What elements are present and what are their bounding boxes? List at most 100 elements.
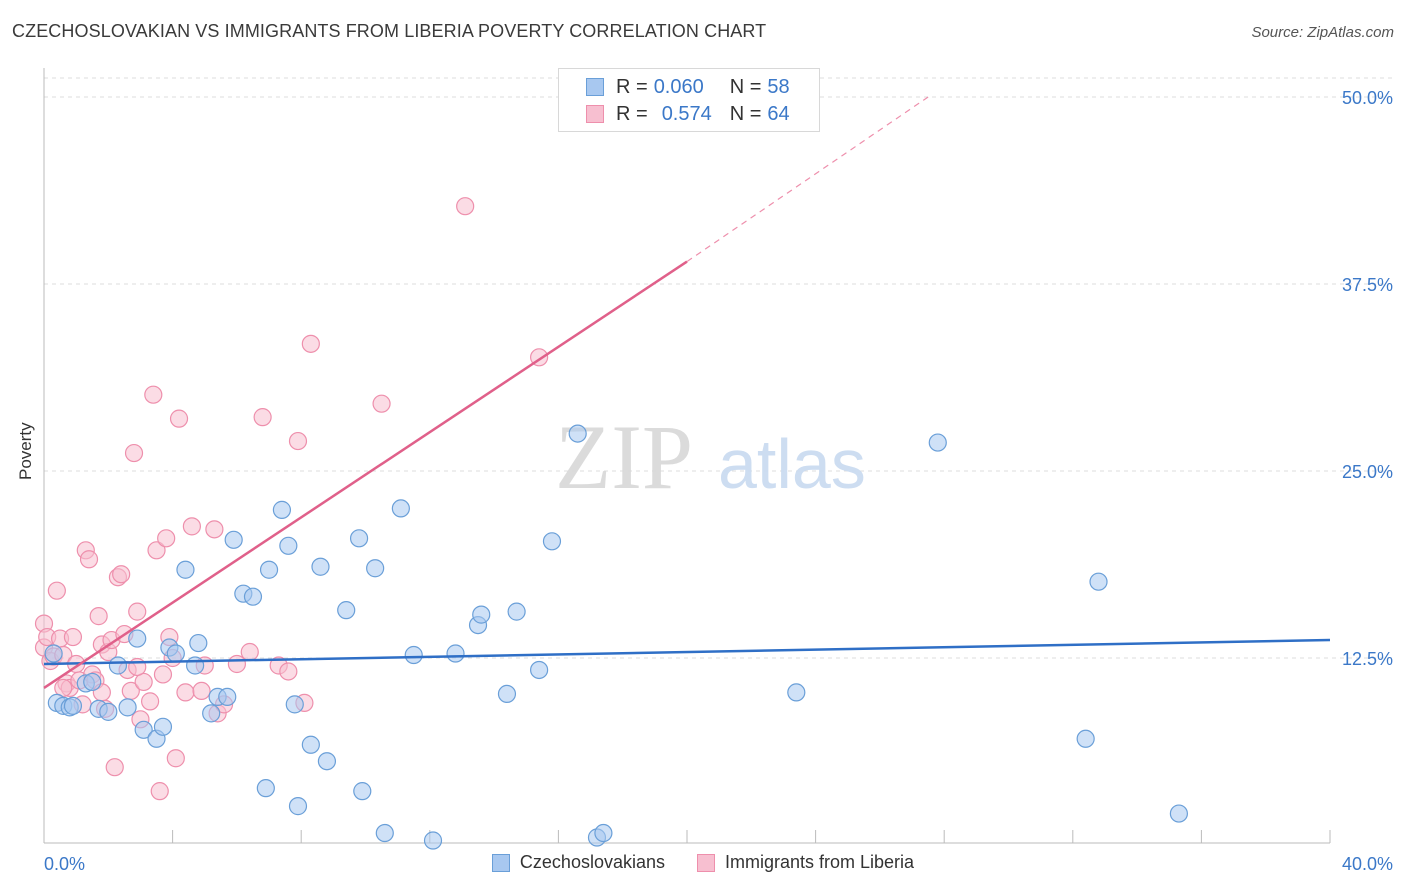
watermark-zip: ZIP xyxy=(555,406,693,508)
series-immigrants-from-liberia xyxy=(34,197,549,801)
data-point xyxy=(176,683,195,702)
data-point xyxy=(189,633,208,653)
data-point xyxy=(507,602,526,621)
data-point xyxy=(166,644,185,663)
data-point xyxy=(153,717,173,736)
data-point xyxy=(311,557,330,576)
data-point xyxy=(1169,804,1188,823)
data-point xyxy=(144,385,163,404)
data-point xyxy=(272,500,292,519)
r-label: R = xyxy=(616,102,648,125)
pink-swatch xyxy=(697,853,715,872)
data-point xyxy=(224,530,243,549)
legend-label: Immigrants from Liberia xyxy=(725,852,915,872)
data-point xyxy=(1089,572,1108,591)
y-tick-label: 12.5% xyxy=(1342,649,1393,669)
data-point xyxy=(594,823,613,843)
data-point xyxy=(530,660,549,680)
series-legend: Czechoslovakians Immigrants from Liberia xyxy=(0,852,1406,873)
data-point xyxy=(99,702,118,721)
r-value: 0.574 xyxy=(661,102,712,125)
data-point xyxy=(243,587,263,606)
data-point xyxy=(372,394,391,413)
data-point xyxy=(259,560,279,579)
data-point xyxy=(787,683,806,702)
data-point xyxy=(157,529,176,548)
r-value: 0.060 xyxy=(653,75,704,98)
data-point xyxy=(54,678,73,698)
blue-swatch xyxy=(491,853,510,872)
data-point xyxy=(285,695,304,714)
data-point xyxy=(497,684,517,704)
source-label: Source: ZipAtlas.com xyxy=(1251,24,1394,41)
data-point xyxy=(288,797,308,816)
data-point xyxy=(182,517,201,536)
r-label: R = xyxy=(616,75,648,98)
watermark: ZIP atlas xyxy=(555,406,866,508)
legend-item-liberia: Immigrants from Liberia xyxy=(697,852,914,873)
data-point xyxy=(169,409,189,428)
legend-row-liberia: R = 0.574 N = 64 xyxy=(559,100,790,128)
data-point xyxy=(279,662,298,681)
data-point xyxy=(1076,729,1095,748)
data-point xyxy=(218,687,237,706)
data-point xyxy=(928,433,947,452)
data-point xyxy=(47,581,66,600)
data-point xyxy=(353,782,372,801)
chart-title: CZECHOSLOVAKIAN VS IMMIGRANTS FROM LIBER… xyxy=(12,21,767,41)
data-point xyxy=(134,720,153,739)
data-point xyxy=(301,735,320,754)
y-tick-label: 37.5% xyxy=(1342,275,1393,295)
data-point xyxy=(366,559,385,578)
data-point xyxy=(108,656,128,675)
data-point xyxy=(240,642,259,662)
data-point xyxy=(128,602,147,621)
grid-lines xyxy=(44,77,1392,659)
data-point xyxy=(446,644,465,663)
data-point xyxy=(140,692,160,711)
n-value: 58 xyxy=(767,75,790,98)
data-point xyxy=(112,565,131,584)
data-point xyxy=(456,197,475,216)
data-point xyxy=(227,654,246,674)
data-point xyxy=(176,560,195,579)
data-point xyxy=(83,672,102,692)
data-point xyxy=(288,431,308,451)
data-point xyxy=(542,532,562,551)
trend-lines xyxy=(43,96,1331,689)
y-tick-label: 50.0% xyxy=(1342,88,1393,108)
legend-label: Czechoslovakians xyxy=(519,852,665,872)
data-point xyxy=(337,601,356,620)
data-point xyxy=(192,681,211,701)
n-value: 64 xyxy=(767,102,790,125)
data-point xyxy=(44,644,63,663)
data-point xyxy=(279,536,298,555)
data-point xyxy=(153,665,173,684)
data-point xyxy=(79,550,99,569)
n-label: N = xyxy=(729,75,762,98)
data-point xyxy=(256,779,275,798)
pink-swatch xyxy=(586,105,604,123)
data-point xyxy=(147,541,166,560)
x-tick-label: 40.0% xyxy=(1342,854,1393,874)
data-point xyxy=(105,758,124,777)
correlation-legend: R = 0.060 N = 58 R = 0.574 N = 64 xyxy=(558,68,820,132)
data-point xyxy=(349,529,369,548)
trendline-czechoslovakians xyxy=(43,638,1331,666)
data-point xyxy=(391,499,410,518)
trendline-liberia-extension xyxy=(686,96,929,263)
data-point xyxy=(89,607,108,626)
data-point xyxy=(423,831,443,850)
data-point xyxy=(568,424,587,443)
data-point xyxy=(166,749,185,768)
tick-labels: 12.5% 25.0% 37.5% 50.0% 0.0% 40.0% xyxy=(44,88,1393,874)
legend-item-czechoslovakians: Czechoslovakians xyxy=(491,852,665,873)
data-point xyxy=(317,752,337,771)
data-point xyxy=(128,629,147,648)
legend-row-czechoslovakians: R = 0.060 N = 58 xyxy=(559,73,790,101)
data-point xyxy=(205,520,224,539)
data-point xyxy=(253,408,272,427)
data-point xyxy=(118,698,137,717)
data-point xyxy=(472,605,491,624)
